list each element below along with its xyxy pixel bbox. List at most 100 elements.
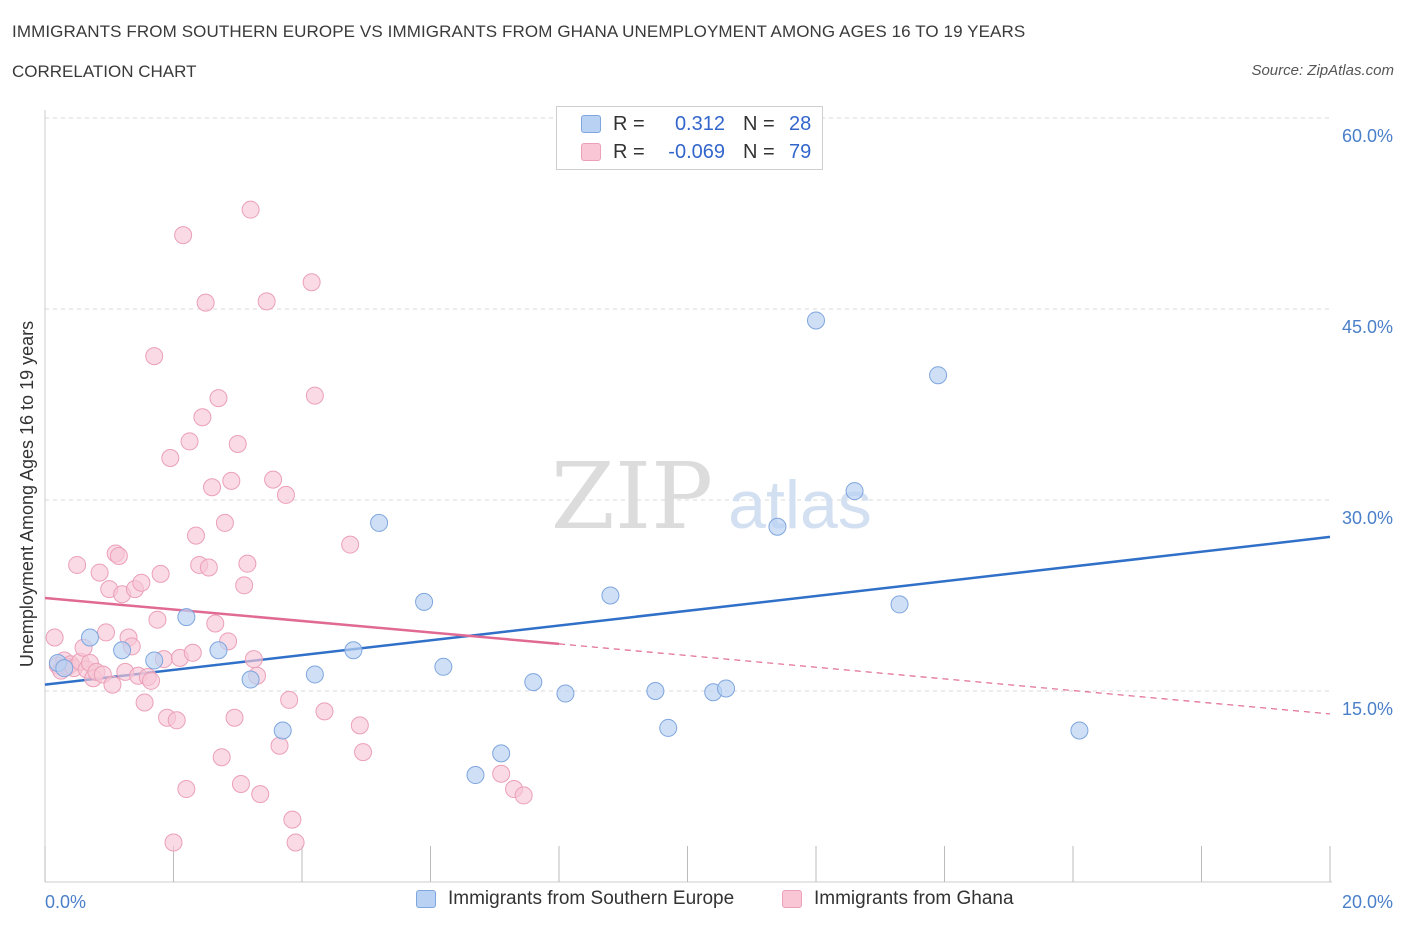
ghana-point [341,535,360,554]
ghana-point [177,780,196,799]
southern-europe-point [659,718,678,737]
ghana-point [492,764,511,783]
ghana-point [68,555,87,574]
southern-europe-point [1070,721,1089,740]
legend-item-ghana[interactable]: Immigrants from Ghana [782,888,1014,910]
southern-europe-point [113,641,132,660]
southern-europe-point [717,679,736,698]
ghana-point [174,226,193,245]
axes [44,110,1332,883]
y-tick-label: 45.0% [1342,317,1393,337]
ghana-point [180,432,199,451]
legend-r-value: -0.069 [668,140,725,163]
ghana-point [514,786,533,805]
southern-europe-point [646,682,665,700]
legend-n-value: 28 [789,112,812,135]
y-tick-label: 60.0% [1342,126,1393,146]
ghana-point [241,200,260,219]
southern-europe-point [768,517,787,536]
ghana-point [193,408,212,427]
southern-europe-point [145,651,164,670]
ghana-point [109,547,128,566]
southern-europe-point [556,684,575,703]
southern-europe-point [890,595,909,614]
ghana-point [276,485,295,504]
ghana-point [196,293,215,312]
ghana-point [235,576,254,595]
southern-europe-point [177,608,196,627]
southern-europe-trend-line [44,535,1331,686]
watermark-zip: ZIP [551,443,713,550]
southern-europe-point [601,586,620,605]
southern-europe-point [370,513,389,532]
ghana-point [238,554,257,573]
southern-europe-point [807,311,825,330]
x-tick-label: 0.0% [45,892,86,912]
ghana-point [103,675,122,694]
ghana-point [286,833,305,852]
ghana-point [280,690,299,709]
ghana-point [206,614,225,633]
legend-r-label: R = [613,112,645,135]
ghana-point [257,292,276,311]
legend-label-ghana: Immigrants from Ghana [814,888,1014,909]
chart-subtitle: CORRELATION CHART [12,62,197,81]
tick-labels: 15.0% 30.0% 45.0% 60.0% 0.0% 20.0% [45,126,1393,912]
southern-europe-point [55,659,74,678]
ghana-point [97,623,116,642]
ghana-point [354,743,373,762]
ghana-point [183,643,202,662]
ghana-point [142,671,161,690]
ghana-point [270,736,289,755]
watermark-atlas: atlas [728,467,872,543]
grid-lines [45,117,1330,692]
southern-europe-point [80,628,99,647]
correlation-legend: R = 0.312 N = 28 R = -0.069 N = 79 [556,106,823,170]
watermark: ZIP atlas [551,443,872,550]
ghana-trend-line [44,596,560,646]
ghana-point [222,471,241,490]
ghana-point [350,716,369,735]
legend-n-value: 79 [789,140,812,163]
ghana-point [45,628,64,647]
ghana-point [199,558,218,577]
legend-r-value: 0.312 [674,112,725,135]
data-points [45,200,1089,852]
ghana-point [90,563,109,582]
southern-europe-point [929,366,948,385]
ghana-point [251,785,270,804]
chart-title: IMMIGRANTS FROM SOUTHERN EUROPE VS IMMIG… [12,22,1026,41]
ghana-point [164,833,183,852]
ghana-point [283,810,302,829]
ghana-point [132,573,151,592]
trend-lines [44,535,1331,715]
ghana-point [244,650,263,669]
ghana-point [264,470,283,489]
southern-europe-point [209,641,228,660]
ghana-point [167,711,186,730]
ghana-point [209,389,228,408]
legend-row-ghana: R = -0.069 N = 79 [581,140,811,164]
ghana-point [212,748,231,767]
southern-europe-point [466,766,485,785]
southern-europe-point [415,592,434,611]
ghana-point [231,774,250,793]
y-tick-label: 15.0% [1342,699,1393,719]
southern-europe-point [241,670,260,689]
legend-swatch-blue [416,890,436,908]
ghana-point [151,564,170,583]
southern-europe-point [434,657,453,676]
y-tick-label: 30.0% [1342,508,1393,528]
legend-n-label: N = [743,140,775,163]
southern-europe-point [524,673,543,692]
legend-label-southern-europe: Immigrants from Southern Europe [448,888,735,909]
x-tick-label: 20.0% [1342,892,1393,912]
southern-europe-point [845,482,864,501]
legend-item-southern-europe[interactable]: Immigrants from Southern Europe [416,888,734,910]
ghana-point [186,526,205,545]
ghana-point [203,478,222,497]
source-credit: Source: ZipAtlas.com [1251,62,1394,79]
legend-row-southern-europe: R = 0.312 N = 28 [581,112,811,136]
southern-europe-point [273,721,292,740]
